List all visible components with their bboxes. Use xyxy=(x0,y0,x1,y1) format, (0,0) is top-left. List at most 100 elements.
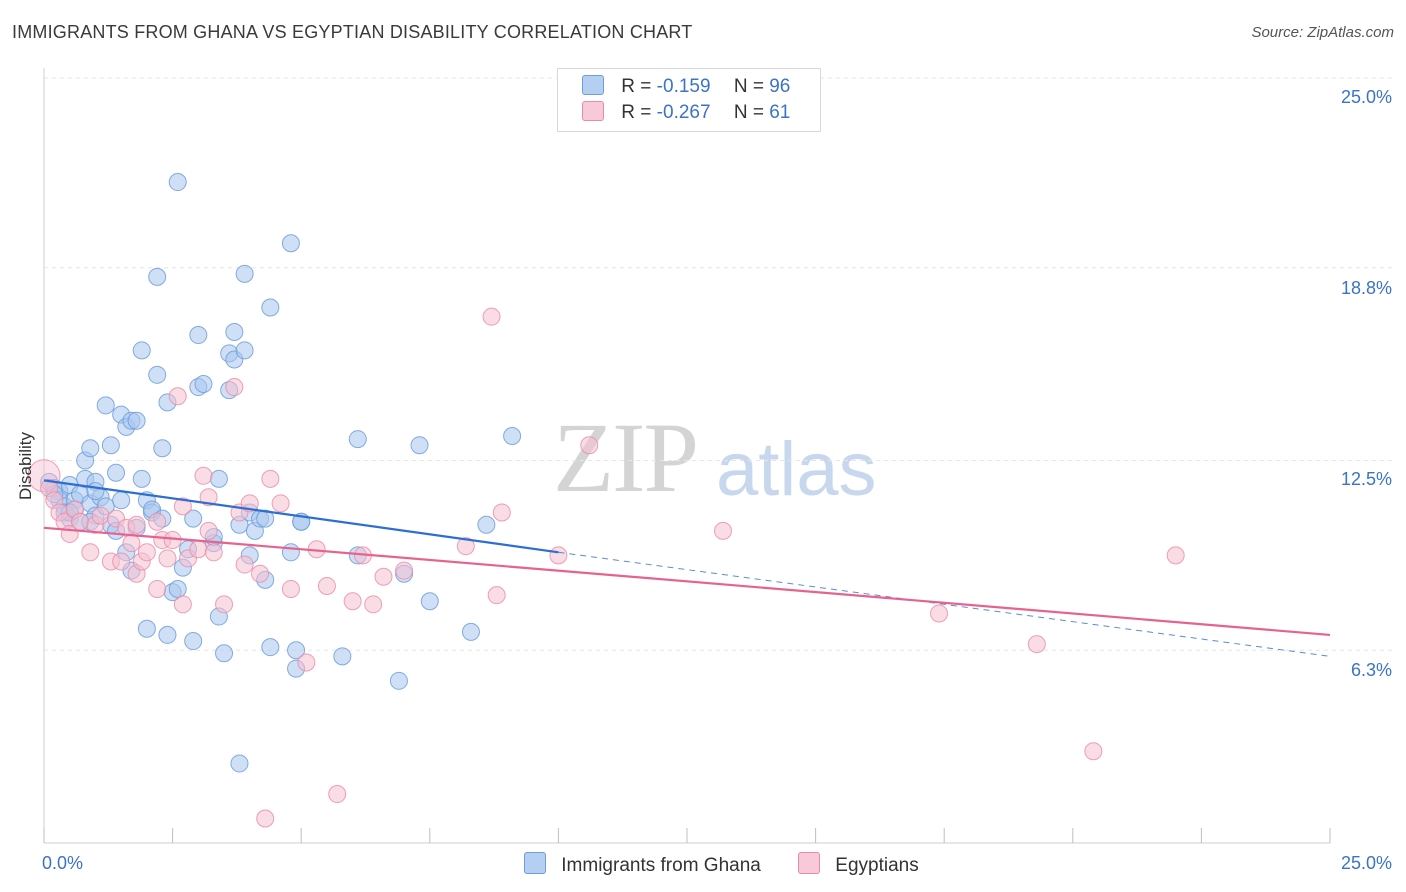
trend-lines xyxy=(43,479,1331,657)
egypt-point xyxy=(199,521,218,540)
egypt-point xyxy=(189,540,208,559)
egypt-point xyxy=(137,543,156,562)
ghana-point xyxy=(184,509,203,528)
ghana-point xyxy=(261,298,280,317)
ghana-point xyxy=(107,463,126,482)
y-tick-label-18-8: 18.8% xyxy=(1340,278,1392,298)
egypt-point xyxy=(112,552,131,571)
ghana-point xyxy=(194,375,213,393)
egypt-point xyxy=(225,378,244,397)
egypt-point xyxy=(148,580,167,599)
ghana-point xyxy=(235,264,254,283)
egypt-point xyxy=(71,512,90,531)
ghana-point xyxy=(261,638,280,657)
ghana-point xyxy=(287,641,306,660)
egypt-point xyxy=(364,595,383,614)
ghana-point xyxy=(184,632,203,651)
ghana-point xyxy=(148,365,167,384)
ghana-point xyxy=(503,427,522,446)
bottom-label-egypt: Egyptians xyxy=(835,855,919,876)
watermark-atlas: atlas xyxy=(716,427,877,512)
egypt-point xyxy=(1084,742,1103,761)
legend-row-ghana: R = -0.159 N = 96 xyxy=(582,75,790,99)
egypt-point xyxy=(487,586,506,605)
legend-r-value-ghana: -0.159 xyxy=(656,76,711,97)
watermark-zip: ZIP xyxy=(553,402,699,513)
ghana-point xyxy=(132,469,151,488)
egypt-points xyxy=(27,307,1185,828)
egypt-point xyxy=(261,469,280,488)
bottom-label-ghana: Immigrants from Ghana xyxy=(561,855,761,876)
egypt-point xyxy=(714,521,733,540)
ghana-point xyxy=(209,469,228,488)
ghana-point xyxy=(158,625,177,644)
egypt-point xyxy=(91,506,110,525)
legend-n-label: N = xyxy=(733,76,764,97)
y-axis-label: Disability xyxy=(16,431,35,500)
egypt-point xyxy=(81,543,100,562)
ghana-trend-extension xyxy=(558,551,1331,657)
egypt-point xyxy=(215,595,234,614)
ghana-point xyxy=(225,322,244,341)
ghana-point xyxy=(127,411,146,430)
egypt-point xyxy=(297,653,316,672)
legend-swatch-ghana xyxy=(582,75,604,95)
ghana-trend-line xyxy=(43,479,559,554)
egypt-point xyxy=(374,567,393,586)
bottom-swatch-egypt xyxy=(798,852,820,874)
ghana-point xyxy=(477,515,496,534)
ghana-point xyxy=(168,580,187,599)
legend-r-label: R = xyxy=(621,102,652,123)
ghana-point xyxy=(461,622,480,641)
ghana-point xyxy=(189,326,208,345)
ghana-points xyxy=(40,173,522,773)
legend-r-label: R = xyxy=(621,76,652,97)
x-tick-label-min: 0.0% xyxy=(42,853,84,873)
ghana-point xyxy=(112,491,131,510)
egypt-point xyxy=(549,546,568,565)
ghana-point xyxy=(281,543,300,562)
x-tick-label-max: 25.0% xyxy=(1340,853,1392,873)
egypt-point xyxy=(930,604,949,623)
egypt-point xyxy=(1166,546,1185,565)
egypt-point xyxy=(281,580,300,599)
egypt-point xyxy=(173,497,192,516)
legend-n-value-egypt: 61 xyxy=(769,102,791,123)
egypt-point xyxy=(482,307,501,326)
egypt-point xyxy=(158,549,177,568)
legend-n-label: N = xyxy=(733,102,764,123)
y-tick-label-6-3: 6.3% xyxy=(1350,660,1392,680)
ghana-point xyxy=(235,341,254,360)
ghana-point xyxy=(389,671,408,690)
egypt-point xyxy=(122,534,141,553)
egypt-point xyxy=(317,576,336,595)
egypt-point xyxy=(168,387,187,406)
source-credit: Source: ZipAtlas.com xyxy=(1251,24,1394,41)
legend-row-egypt: R = -0.267 N = 61 xyxy=(582,101,790,125)
ghana-point xyxy=(96,396,115,415)
ghana-point xyxy=(148,267,167,286)
axes xyxy=(43,68,1331,844)
egypt-point xyxy=(235,555,254,574)
legend-box: R = -0.159 N = 96 R = -0.267 N = 61 xyxy=(557,68,821,132)
egypt-point xyxy=(343,592,362,611)
ghana-point xyxy=(132,341,151,360)
egypt-point xyxy=(194,466,213,485)
ghana-point xyxy=(153,439,172,458)
egypt-point xyxy=(204,543,223,562)
y-tick-label-12-5: 12.5% xyxy=(1340,469,1392,489)
ghana-point xyxy=(101,436,120,455)
ghana-point xyxy=(281,234,300,253)
chart-title: IMMIGRANTS FROM GHANA VS EGYPTIAN DISABI… xyxy=(12,22,693,42)
egypt-point xyxy=(251,564,270,583)
legend-r-value-egypt: -0.267 xyxy=(656,102,711,123)
egypt-point xyxy=(173,595,192,614)
ghana-point xyxy=(168,173,187,192)
bottom-legend-ghana: Immigrants from Ghana xyxy=(524,852,761,877)
ghana-point xyxy=(215,644,234,663)
egypt-point xyxy=(1027,635,1046,654)
bottom-legend-egypt: Egyptians xyxy=(798,852,919,877)
ghana-point xyxy=(81,439,100,458)
egypt-point xyxy=(271,494,290,513)
egypt-point xyxy=(395,561,414,580)
